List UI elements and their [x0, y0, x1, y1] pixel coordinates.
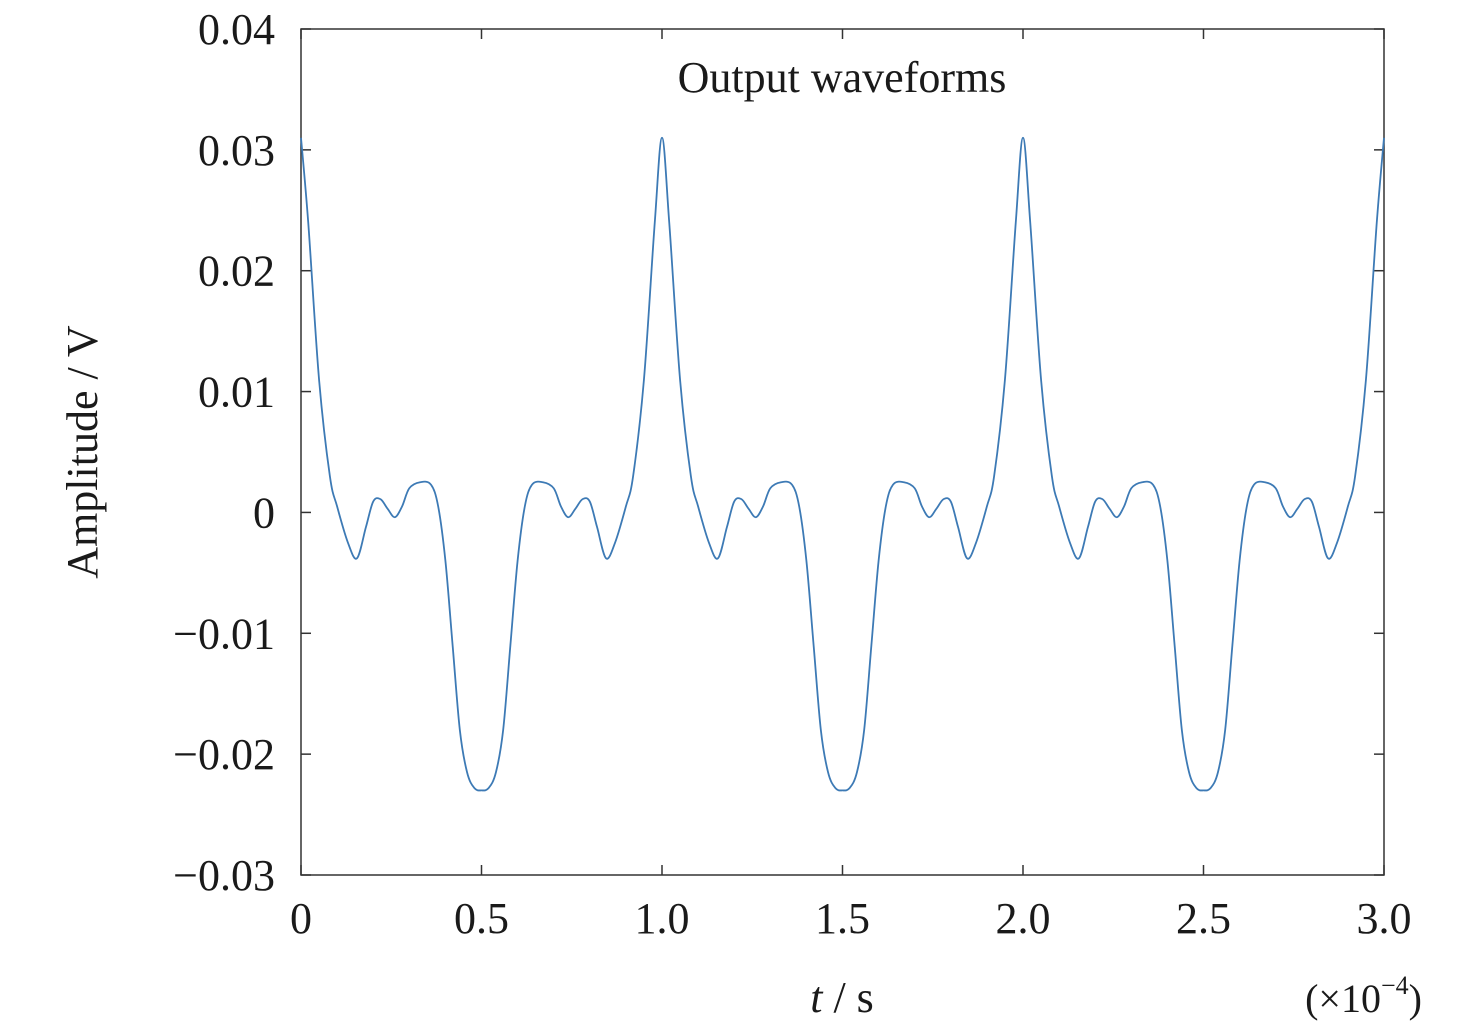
y-tick-label: −0.03 [173, 851, 275, 900]
x-tick-labels: 0 0.5 1.0 1.5 2.0 2.5 3.0 [290, 894, 1412, 943]
tick-marks [300, 28, 1385, 876]
x-axis-label-var: t [810, 973, 824, 1022]
chart-title: Output waveforms [678, 53, 1007, 102]
y-tick-label: 0.03 [198, 126, 275, 175]
x-tick-label: 2.5 [1176, 894, 1231, 943]
y-axis-label: Amplitude / V [58, 325, 107, 579]
multiplier-close: ) [1409, 976, 1422, 1021]
x-tick-label: 1.0 [635, 894, 690, 943]
x-tick-label: 3.0 [1357, 894, 1412, 943]
x-axis-multiplier: (×10−4) [1305, 971, 1422, 1021]
x-axis-label-unit: / s [822, 973, 873, 1022]
x-axis-label: t / s [810, 973, 874, 1022]
x-tick-label: 2.0 [996, 894, 1051, 943]
y-tick-label: −0.01 [173, 609, 275, 658]
multiplier-exponent: −4 [1381, 971, 1409, 1000]
y-tick-labels: −0.03 −0.02 −0.01 0 0.01 0.02 0.03 0.04 [173, 5, 275, 900]
y-tick-label: 0.01 [198, 368, 275, 417]
x-tick-label: 1.5 [815, 894, 870, 943]
multiplier-base: (×10 [1305, 976, 1381, 1021]
x-tick-label: 0.5 [454, 894, 509, 943]
y-tick-label: 0 [253, 488, 275, 537]
plot-frame [300, 28, 1385, 876]
series-line [300, 136, 1385, 792]
x-tick-label: 0 [290, 894, 312, 943]
y-tick-label: 0.04 [198, 5, 275, 54]
y-tick-label: 0.02 [198, 247, 275, 296]
y-tick-label: −0.02 [173, 730, 275, 779]
